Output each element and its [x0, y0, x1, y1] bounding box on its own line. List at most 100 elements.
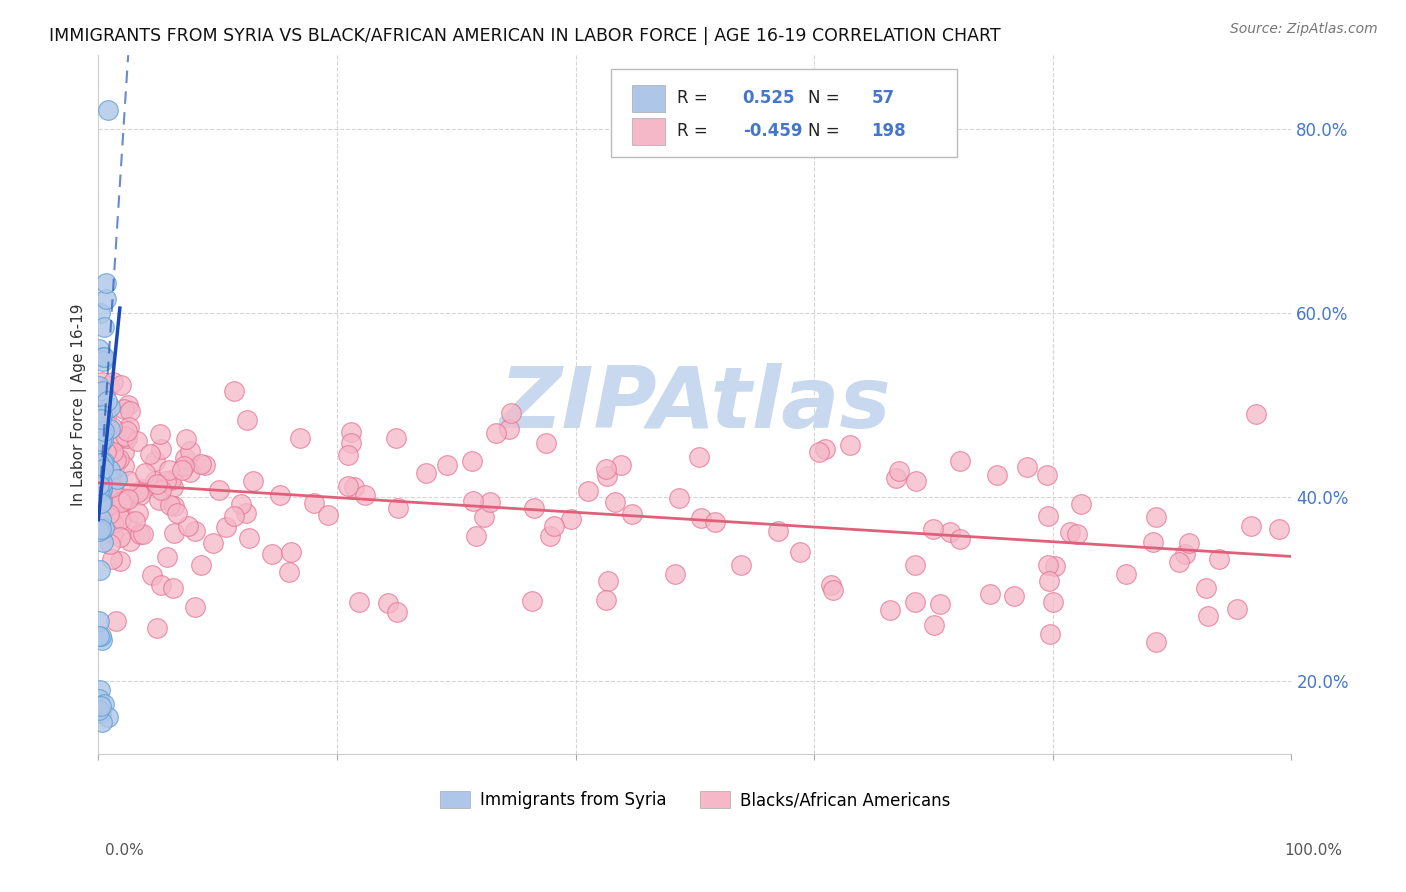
Text: 198: 198	[872, 122, 905, 140]
Text: 0.0%: 0.0%	[105, 843, 145, 858]
Point	[101, 480, 124, 494]
Point	[821, 583, 844, 598]
Point	[242, 474, 264, 488]
Point	[97, 103, 120, 118]
Point	[688, 450, 710, 464]
Text: 0.525: 0.525	[742, 89, 796, 107]
Point	[91, 350, 114, 364]
Point	[337, 448, 360, 462]
Point	[174, 450, 197, 465]
Point	[1226, 602, 1249, 616]
Point	[91, 436, 114, 450]
Text: R =: R =	[678, 122, 713, 140]
Point	[1036, 508, 1059, 523]
Point	[156, 549, 179, 564]
Point	[87, 703, 110, 717]
Point	[269, 488, 291, 502]
Point	[879, 603, 901, 617]
Point	[90, 512, 112, 526]
Point	[766, 524, 789, 538]
Point	[148, 493, 170, 508]
Point	[807, 445, 830, 459]
Point	[103, 462, 125, 476]
Point	[1174, 547, 1197, 561]
Point	[87, 692, 110, 706]
Point	[96, 415, 118, 429]
Point	[90, 706, 112, 720]
Point	[1208, 551, 1230, 566]
Point	[114, 429, 136, 443]
Point	[1194, 581, 1216, 595]
Point	[112, 459, 135, 474]
Point	[98, 422, 121, 436]
Point	[101, 526, 124, 541]
Point	[501, 406, 523, 420]
Point	[280, 544, 302, 558]
Point	[91, 456, 114, 470]
Point	[485, 426, 508, 441]
Point	[1039, 626, 1062, 640]
Point	[110, 530, 132, 544]
FancyBboxPatch shape	[631, 118, 665, 145]
Point	[1197, 609, 1219, 624]
Point	[108, 554, 131, 568]
Point	[887, 464, 910, 478]
Point	[343, 480, 366, 494]
Point	[111, 494, 134, 508]
Point	[1070, 497, 1092, 511]
Point	[939, 524, 962, 539]
Point	[89, 506, 111, 520]
Point	[316, 508, 339, 522]
Point	[87, 614, 110, 628]
Point	[664, 566, 686, 581]
Point	[415, 466, 437, 480]
Point	[668, 491, 690, 506]
Point	[110, 378, 132, 392]
Point	[90, 412, 112, 426]
Point	[90, 434, 112, 448]
Point	[146, 477, 169, 491]
Point	[1240, 519, 1263, 533]
Point	[523, 500, 546, 515]
Point	[159, 473, 181, 487]
Point	[1066, 526, 1088, 541]
Point	[112, 445, 135, 459]
Point	[229, 497, 252, 511]
Point	[922, 618, 945, 632]
Point	[1178, 536, 1201, 550]
Point	[96, 442, 118, 457]
Point	[884, 471, 907, 485]
Point	[96, 393, 118, 408]
FancyBboxPatch shape	[631, 86, 665, 112]
Point	[98, 400, 121, 414]
Point	[91, 481, 114, 495]
Y-axis label: In Labor Force | Age 16-19: In Labor Force | Age 16-19	[72, 303, 87, 506]
Point	[124, 514, 146, 528]
Text: R =: R =	[678, 89, 713, 107]
Point	[134, 467, 156, 481]
Point	[112, 491, 135, 505]
Point	[387, 500, 409, 515]
Point	[93, 351, 115, 365]
Point	[1017, 460, 1039, 475]
Point	[260, 547, 283, 561]
Point	[89, 481, 111, 495]
Point	[1168, 556, 1191, 570]
Point	[838, 438, 860, 452]
Point	[87, 630, 110, 644]
Point	[384, 431, 406, 445]
Point	[177, 519, 200, 533]
Point	[89, 470, 111, 484]
Point	[162, 581, 184, 595]
Point	[90, 496, 112, 510]
Point	[143, 453, 166, 467]
Text: Source: ZipAtlas.com: Source: ZipAtlas.com	[1230, 22, 1378, 37]
Point	[538, 529, 561, 543]
Point	[91, 425, 114, 440]
Point	[463, 494, 485, 508]
Point	[690, 511, 713, 525]
Point	[820, 577, 842, 591]
Point	[89, 481, 111, 495]
Point	[347, 595, 370, 609]
Point	[789, 544, 811, 558]
